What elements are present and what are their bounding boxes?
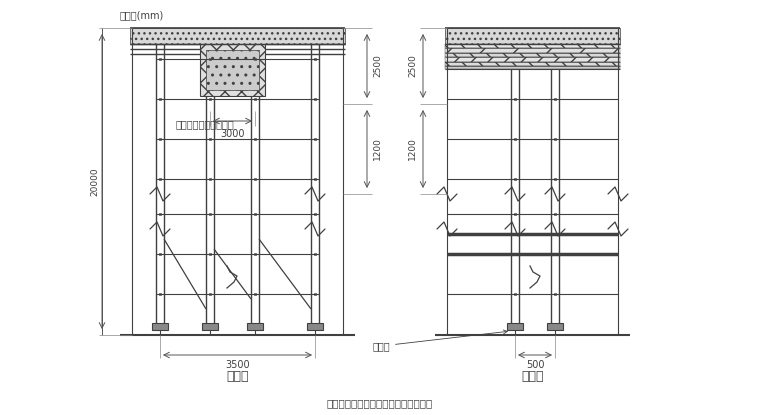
Bar xyxy=(314,58,316,60)
Bar xyxy=(514,253,516,255)
Text: 单位：(mm): 单位：(mm) xyxy=(120,10,164,20)
Bar xyxy=(130,28,345,44)
Bar xyxy=(159,138,161,140)
Text: 1200: 1200 xyxy=(408,137,417,161)
Bar xyxy=(206,50,259,90)
Bar xyxy=(554,253,556,255)
Text: 1200: 1200 xyxy=(373,137,382,161)
Text: 断面图: 断面图 xyxy=(226,370,249,383)
Bar xyxy=(254,138,256,140)
Bar xyxy=(209,213,211,215)
Bar xyxy=(314,253,316,255)
Text: 500: 500 xyxy=(526,360,544,370)
Bar xyxy=(507,323,523,330)
Text: 双立杆: 双立杆 xyxy=(372,330,508,351)
Text: 多道承重立杆图中省略: 多道承重立杆图中省略 xyxy=(176,119,234,129)
Bar xyxy=(159,58,161,60)
Bar xyxy=(554,178,556,180)
Bar xyxy=(307,323,323,330)
Bar xyxy=(209,98,211,100)
Bar xyxy=(254,293,256,295)
Bar xyxy=(445,44,620,48)
Bar xyxy=(254,213,256,215)
Bar xyxy=(200,44,265,96)
Text: 2500: 2500 xyxy=(373,54,382,78)
Bar xyxy=(445,28,620,44)
Bar xyxy=(209,138,211,140)
Bar xyxy=(254,178,256,180)
Text: 20000: 20000 xyxy=(90,167,100,196)
Bar xyxy=(202,323,218,330)
Bar xyxy=(514,293,516,295)
Bar xyxy=(445,48,620,53)
Bar xyxy=(314,98,316,100)
Bar xyxy=(314,213,316,215)
Bar xyxy=(159,293,161,295)
Bar xyxy=(159,178,161,180)
Text: 3000: 3000 xyxy=(220,129,245,139)
Bar xyxy=(254,98,256,100)
Text: 2500: 2500 xyxy=(408,54,417,78)
Bar xyxy=(314,138,316,140)
Bar xyxy=(554,293,556,295)
Bar xyxy=(209,178,211,180)
Bar xyxy=(247,323,263,330)
Bar xyxy=(314,178,316,180)
Bar xyxy=(514,178,516,180)
Bar xyxy=(554,138,556,140)
Bar xyxy=(514,213,516,215)
Bar xyxy=(445,53,620,57)
Bar xyxy=(159,98,161,100)
Text: 3500: 3500 xyxy=(225,360,250,370)
Bar xyxy=(514,98,516,100)
Bar xyxy=(152,323,168,330)
Bar xyxy=(445,57,620,62)
Bar xyxy=(314,293,316,295)
Text: 多根承重立杆，木方支撑垂直于梁截面: 多根承重立杆，木方支撑垂直于梁截面 xyxy=(327,398,433,408)
Bar xyxy=(514,138,516,140)
Bar xyxy=(547,323,563,330)
Bar xyxy=(445,66,620,69)
Bar xyxy=(254,253,256,255)
Bar xyxy=(209,253,211,255)
Bar xyxy=(554,213,556,215)
Bar xyxy=(209,58,211,60)
Bar xyxy=(554,98,556,100)
Text: 侧面图: 侧面图 xyxy=(521,370,543,383)
Bar xyxy=(159,253,161,255)
Bar xyxy=(159,213,161,215)
Bar xyxy=(445,62,620,66)
Bar xyxy=(209,293,211,295)
Bar xyxy=(254,58,256,60)
